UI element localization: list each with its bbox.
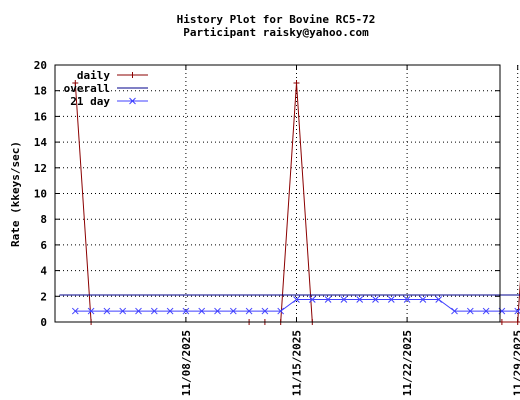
y-tick-label: 6 [40,239,47,252]
series-layer [59,79,520,325]
y-tick-label: 20 [34,59,47,72]
y-tick-label: 4 [40,265,47,278]
x-tick-label: 11/29/2025 [512,330,520,396]
x-marker [308,296,316,303]
x-marker [214,307,221,315]
legend-label: 21 day [70,95,110,108]
series-line [75,299,520,312]
x-marker [119,307,127,315]
x-marker [135,307,142,315]
plus-marker [129,72,136,78]
x-marker [71,307,79,315]
axis-layer: 0 2 4 6 8 10 12 14 16 18 20 11/08/2025 11/15/2025 11/… [34,59,520,396]
plot-frame [54,64,501,323]
x-marker [293,296,300,303]
x-marker [129,97,136,105]
x-tick-label: 11/08/2025 [180,330,193,396]
x-marker [166,307,174,315]
x-marker [356,296,364,303]
x-marker [150,307,158,315]
x-marker [229,307,237,315]
x-marker [198,307,206,315]
x-marker [466,307,474,315]
chart-subtitle: Participant raisky@yahoo.com [183,26,369,39]
x-marker [451,307,458,315]
legend-label: daily [77,69,110,82]
y-tick-label: 0 [40,316,47,329]
y-tick-label: 2 [40,290,47,303]
x-tick-label: 11/22/2025 [401,330,414,396]
y-tick-label: 12 [34,162,47,175]
x-marker [419,296,427,303]
x-marker [372,296,379,303]
grid-layer [55,65,519,322]
x-marker [277,307,285,315]
y-tick-label: 10 [34,188,47,201]
chart-title: History Plot for Bovine RC5-72 [177,13,376,26]
x-marker [340,296,348,303]
y-tick-label: 8 [40,213,47,226]
x-tick-label: 11/15/2025 [291,330,304,396]
x-marker [482,307,490,315]
x-marker [87,307,95,315]
y-tick-label: 14 [34,136,48,149]
x-marker [261,307,269,315]
x-marker [387,296,395,303]
x-marker [103,307,111,315]
x-marker [403,296,411,303]
x-marker [245,307,253,315]
legend-label: overall [64,82,110,95]
series-21-day [71,296,520,315]
y-axis-label: Rate (kkeys/sec) [9,141,22,247]
plus-marker [72,79,79,86]
x-marker [435,296,443,303]
x-marker [324,296,332,303]
y-tick-label: 18 [34,85,47,98]
y-tick-label: 16 [34,110,48,123]
plus-marker [293,79,300,86]
x-marker [182,307,190,315]
